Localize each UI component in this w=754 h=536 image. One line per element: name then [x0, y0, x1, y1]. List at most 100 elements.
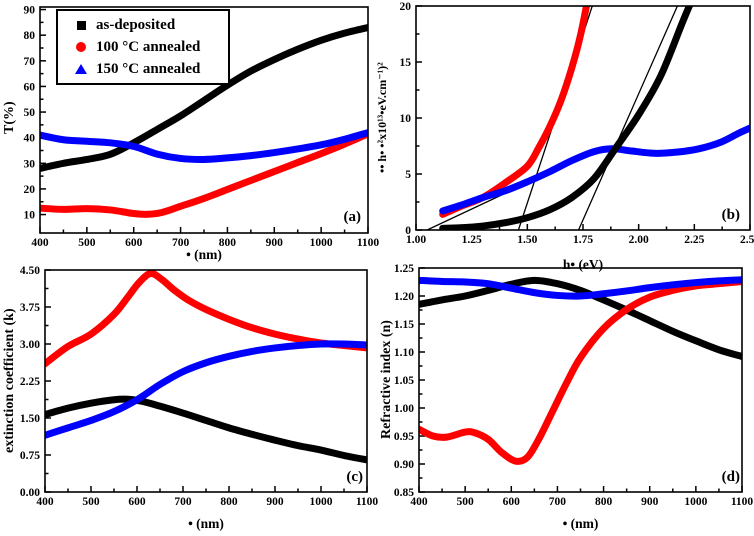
series-150C-annealed — [40, 129, 368, 163]
legend-marker-cell — [66, 64, 96, 74]
legend-label: 150 °C annealed — [96, 60, 201, 77]
panel-label: (a) — [343, 209, 362, 225]
svg-text:1.00: 1.00 — [406, 234, 426, 246]
svg-text:1.25: 1.25 — [394, 263, 414, 275]
svg-text:1.15: 1.15 — [394, 319, 414, 331]
svg-text:60: 60 — [24, 81, 36, 93]
svg-text:0.90: 0.90 — [394, 459, 414, 471]
svg-text:2.25: 2.25 — [20, 376, 40, 388]
svg-text:3.00: 3.00 — [20, 339, 40, 351]
legend-item: as-deposited — [66, 14, 220, 36]
plot-frame — [44, 269, 368, 493]
svg-text:50: 50 — [24, 107, 36, 119]
svg-text:900: 900 — [641, 496, 659, 508]
svg-text:400: 400 — [36, 496, 54, 508]
legend-item: 100 °C annealed — [66, 36, 220, 58]
series-as-deposited — [40, 24, 368, 172]
data-series — [40, 24, 368, 218]
tick-labels: 400 500 600 700 800 900 1000 1100 0.00 0.75 1.50 2.… — [20, 265, 379, 508]
series-as-deposited — [419, 276, 742, 360]
svg-text:1000: 1000 — [310, 496, 333, 508]
series-150C-annealed — [439, 124, 750, 215]
data-series — [426, 6, 750, 230]
y-axis-title: extinction coefficient (k) — [2, 308, 17, 454]
legend-label: as-deposited — [96, 16, 176, 33]
panel-transmittance: 400 500 600 700 800 900 1000 1100 10 20 30 40 50 60 70… — [0, 0, 380, 264]
svg-text:1.10: 1.10 — [394, 347, 414, 359]
svg-text:0: 0 — [405, 225, 411, 237]
svg-text:1.75: 1.75 — [573, 234, 593, 246]
tick-labels: 1.00 1.25 1.50 1.75 2.00 2.25 2.50 0 5 10 15 20 — [400, 1, 754, 246]
svg-text:0.00: 0.00 — [20, 487, 40, 499]
svg-text:2.50: 2.50 — [740, 234, 754, 246]
svg-text:1.50: 1.50 — [20, 413, 40, 425]
data-series — [45, 270, 367, 464]
svg-text:10: 10 — [400, 113, 412, 125]
panel-label: (b) — [721, 207, 740, 223]
svg-text:600: 600 — [128, 496, 146, 508]
svg-text:500: 500 — [82, 496, 100, 508]
svg-text:700: 700 — [172, 237, 190, 249]
svg-text:3.75: 3.75 — [20, 302, 40, 314]
svg-text:800: 800 — [595, 496, 613, 508]
series-100C-annealed — [45, 270, 367, 368]
legend-box: as-deposited 100 °C annealed 150 °C anne… — [56, 9, 230, 85]
series-150C-annealed — [45, 340, 367, 439]
svg-text:1000: 1000 — [684, 496, 707, 508]
svg-text:40: 40 — [24, 133, 36, 145]
tauc-plot-chart: 1.00 1.25 1.50 1.75 2.00 2.25 2.50 0 5 10 15 20 — [400, 1, 754, 246]
legend-marker-cell — [66, 42, 96, 52]
svg-text:700: 700 — [174, 496, 192, 508]
svg-text:600: 600 — [503, 496, 521, 508]
svg-text:700: 700 — [549, 496, 567, 508]
tick-labels: 400 500 600 700 800 900 1000 1100 10 20 30 40 50 60 70… — [24, 5, 380, 249]
series-bandgap-extrapolation-line-3 — [577, 6, 679, 230]
tick-labels: 400 500 600 700 800 900 1000 1100 0.85 0.90 0.95 1.… — [394, 263, 754, 508]
svg-text:1100: 1100 — [731, 496, 754, 508]
plot-frame — [418, 267, 743, 493]
svg-text:20: 20 — [400, 1, 412, 13]
data-series — [419, 276, 742, 465]
plot-frame — [39, 6, 369, 234]
x-axis-title: • (nm) — [188, 516, 224, 531]
axis-ticks — [44, 269, 368, 493]
svg-text:70: 70 — [24, 56, 36, 68]
y-axis-title: Refractive index (n) — [379, 320, 394, 440]
x-axis-title: • (nm) — [186, 247, 222, 262]
plot-frame — [415, 5, 751, 231]
svg-text:15: 15 — [400, 57, 412, 69]
svg-text:900: 900 — [266, 496, 284, 508]
svg-text:2.00: 2.00 — [629, 234, 649, 246]
x-axis-title: • (nm) — [562, 516, 599, 531]
svg-text:1.50: 1.50 — [517, 234, 537, 246]
legend-marker-cell — [66, 20, 96, 30]
svg-text:0.75: 0.75 — [20, 450, 40, 462]
axis-ticks — [418, 267, 743, 493]
svg-text:400: 400 — [31, 237, 49, 249]
svg-text:30: 30 — [24, 158, 36, 170]
circle-marker-icon — [76, 42, 86, 52]
panel-refractive-index: 400 500 600 700 800 900 1000 1100 0.85 0.90 0.95 1.… — [377, 263, 754, 536]
svg-text:5: 5 — [405, 169, 411, 181]
legend-label: 100 °C annealed — [96, 38, 201, 55]
svg-text:500: 500 — [457, 496, 475, 508]
triangle-marker-icon — [75, 64, 87, 74]
series-as-deposited — [45, 395, 367, 464]
svg-text:400: 400 — [410, 496, 428, 508]
svg-text:500: 500 — [78, 237, 96, 249]
series-100C-annealed — [40, 130, 368, 218]
svg-text:1000: 1000 — [310, 237, 333, 249]
svg-text:0.95: 0.95 — [394, 431, 414, 443]
transmittance-chart: 400 500 600 700 800 900 1000 1100 10 20 30 40 50 60 70… — [24, 5, 380, 249]
svg-text:1100: 1100 — [356, 496, 379, 508]
series-as-deposited — [439, 6, 694, 230]
series-100C-annealed — [439, 6, 591, 218]
panel-label: (c) — [346, 469, 363, 485]
square-marker-icon — [76, 20, 86, 30]
series-100C-annealed — [419, 277, 742, 465]
refractive-index-chart: 400 500 600 700 800 900 1000 1100 0.85 0.90 0.95 1.… — [394, 263, 754, 508]
svg-text:600: 600 — [125, 237, 143, 249]
svg-text:1.25: 1.25 — [462, 234, 482, 246]
y-axis-title: •• h• •²x10¹³•eV.cm⁻¹)² — [375, 62, 389, 174]
svg-text:800: 800 — [220, 496, 238, 508]
